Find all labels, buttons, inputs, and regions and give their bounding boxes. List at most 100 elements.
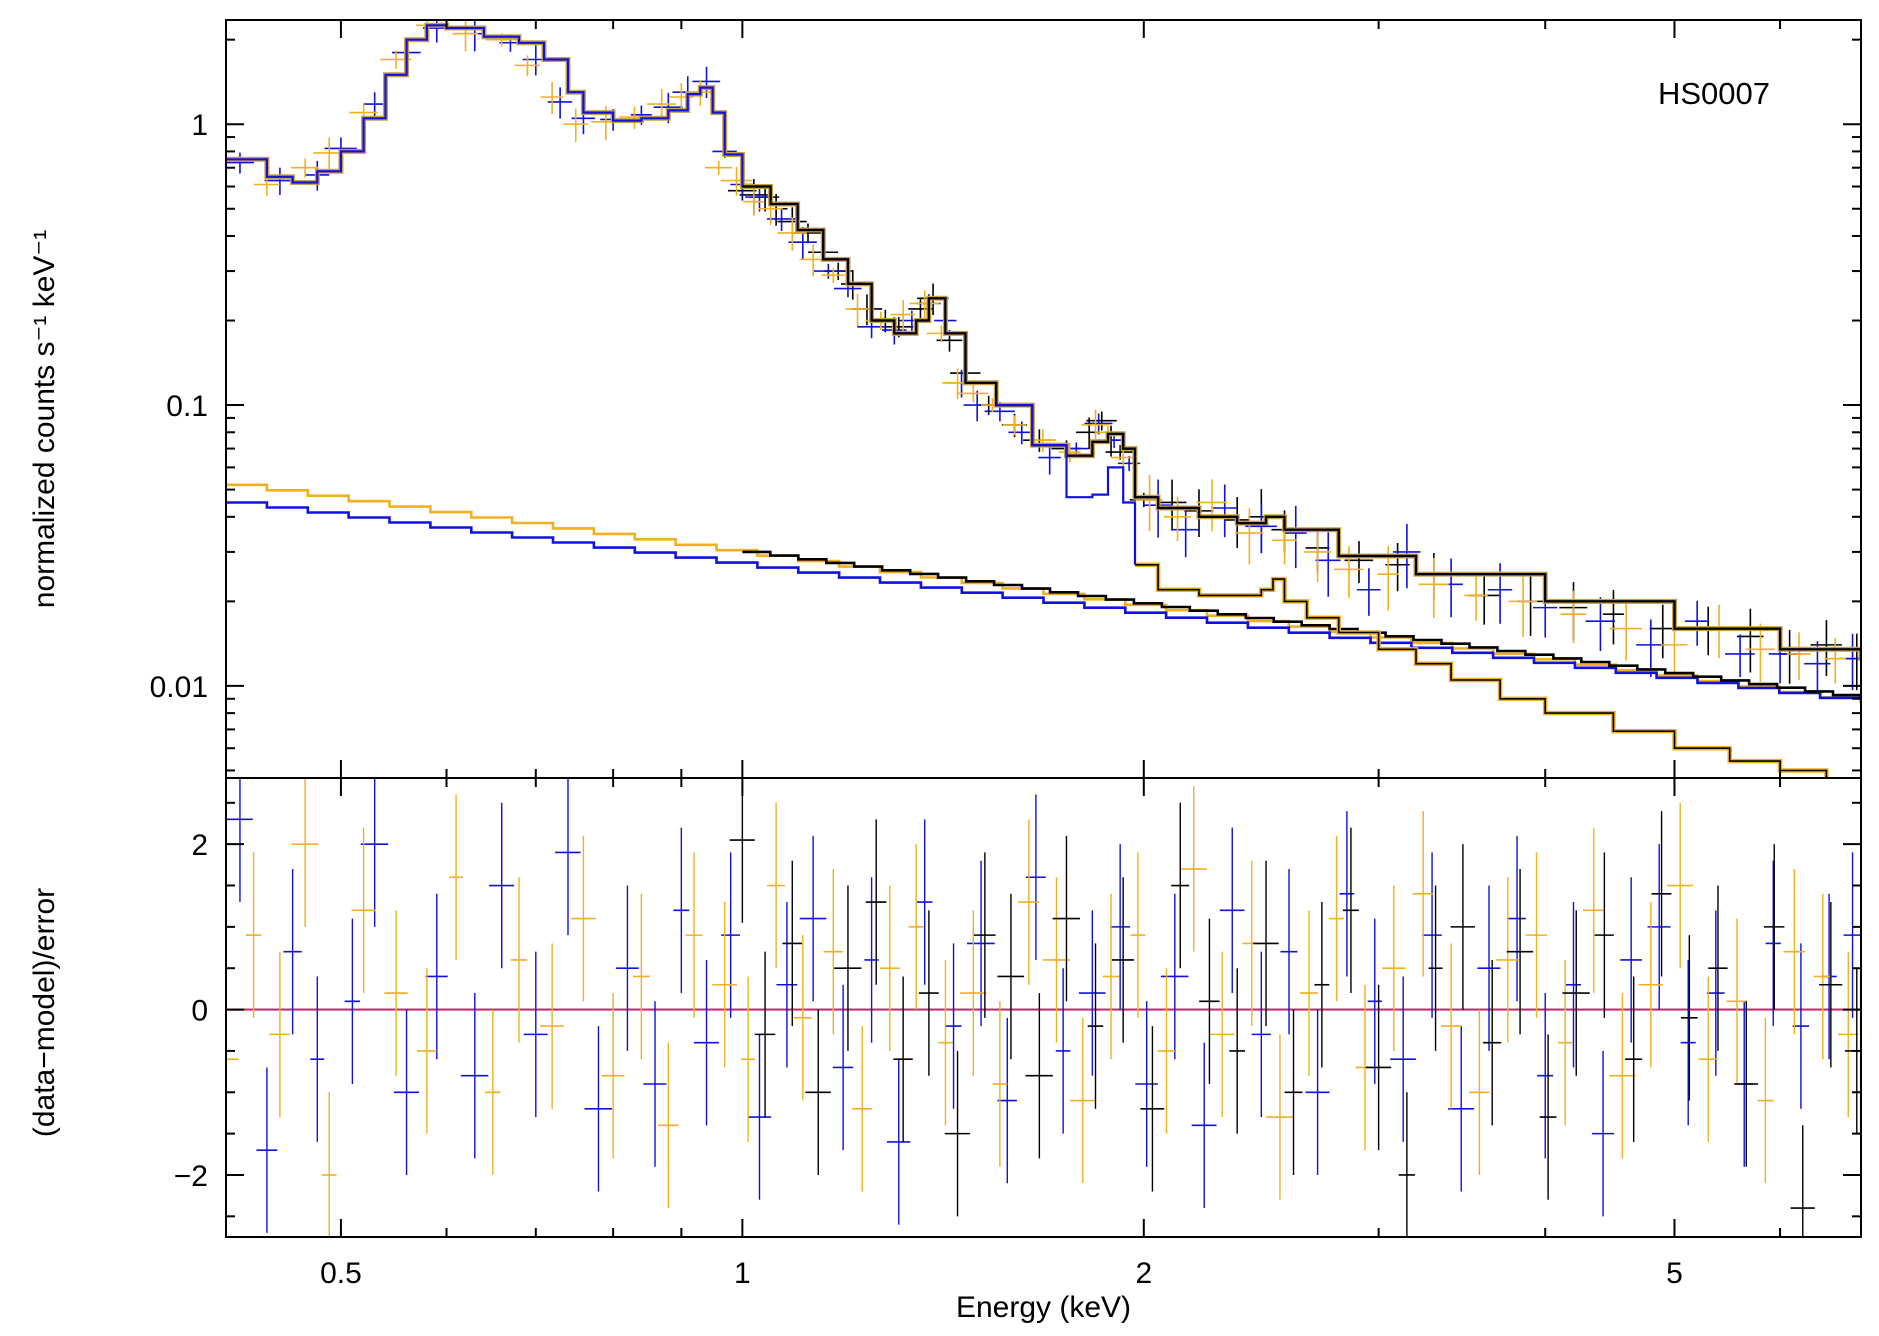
data-point-blue (264, 167, 295, 196)
residual-point-blue (283, 868, 302, 1035)
residual-point-orange (1757, 1017, 1774, 1184)
residual-point-black (1171, 802, 1190, 969)
residual-point-blue (1251, 951, 1271, 1118)
residual-point-orange (1667, 802, 1694, 969)
residual-point-blue (1591, 1050, 1615, 1217)
residual-point-black (1199, 918, 1220, 1084)
residual-point-black (1763, 844, 1785, 1010)
data-point-orange (563, 108, 588, 143)
residual-point-blue (360, 778, 389, 927)
residual-point-black (1140, 1026, 1165, 1192)
data-point-blue (1357, 568, 1381, 616)
y-axis-label-bottom: (data−model)/error (28, 888, 61, 1137)
residual-point-blue (673, 827, 690, 994)
residual-point-black (865, 819, 887, 985)
residual-point-orange (741, 976, 756, 1142)
residual-point-blue (425, 893, 448, 1060)
residual-point-blue (1680, 959, 1696, 1126)
residual-point-orange (1328, 835, 1345, 1002)
residual-point-blue (344, 918, 361, 1084)
residual-point-black (1342, 827, 1359, 994)
residual-point-blue (945, 943, 962, 1109)
residual-point-blue (555, 778, 581, 936)
data-point-orange (1786, 632, 1812, 681)
residual-point-blue (310, 976, 325, 1142)
data-point-orange (743, 189, 765, 216)
residual-point-orange (449, 794, 464, 960)
residual-point-black (782, 860, 802, 1027)
residual-point-blue (1765, 860, 1781, 1027)
data-point-blue (1725, 634, 1755, 678)
residual-point-orange (510, 877, 528, 1043)
residual-point-black (1450, 844, 1475, 1010)
residual-point-black (1284, 1009, 1303, 1175)
data-point-orange (845, 293, 870, 327)
data-point-orange (821, 267, 845, 283)
residual-point-blue (1390, 976, 1416, 1142)
residual-point-orange (1557, 959, 1573, 1126)
residual-point-black (1708, 885, 1728, 1051)
data-point-black (1385, 543, 1410, 592)
residual-point-blue (1305, 1009, 1330, 1175)
data-point-orange (1081, 409, 1110, 443)
spectrum-plot-area (226, 20, 1861, 778)
residual-point-orange (1525, 852, 1548, 1018)
residual-point-black (1734, 1001, 1759, 1167)
residual-point-blue (523, 951, 548, 1118)
residual-point-orange (1266, 1034, 1294, 1200)
model-total-line-tan (226, 22, 1861, 661)
y-tick-label: 0 (191, 995, 208, 1028)
residual-point-black (1625, 976, 1643, 1142)
residual-point-orange (601, 993, 625, 1159)
residual-point-orange (416, 968, 437, 1134)
residual-point-orange (793, 935, 812, 1101)
y-axis-label-top: normalized counts s⁻¹ keV⁻¹ (28, 230, 61, 608)
data-point-orange (1163, 496, 1192, 542)
data-point-orange (1560, 590, 1587, 644)
data-point-black (1649, 604, 1676, 659)
residual-point-orange (1726, 918, 1748, 1084)
residual-point-blue (799, 835, 827, 1002)
data-point-blue (963, 390, 991, 422)
residual-point-orange (712, 902, 737, 1068)
residual-point-orange (484, 1009, 501, 1175)
residual-point-black (1562, 910, 1590, 1076)
data-point-blue (1212, 484, 1237, 538)
residual-point-black (1483, 959, 1502, 1126)
x-tick-label: 5 (1666, 1257, 1683, 1290)
residual-point-blue (1448, 1026, 1475, 1192)
y-tick-label: 2 (191, 829, 208, 862)
data-point-black (1736, 608, 1764, 673)
residual-point-black (1428, 885, 1443, 1051)
residual-point-black (893, 976, 913, 1142)
x-tick-label: 0.5 (320, 1257, 362, 1290)
residual-point-orange (1609, 993, 1636, 1159)
data-point-orange (1196, 479, 1227, 532)
residual-point-black (1539, 1034, 1557, 1200)
residual-point-blue (615, 885, 639, 1051)
residual-point-orange (852, 1026, 873, 1192)
residual-point-orange (351, 827, 376, 994)
residual-point-blue (1219, 827, 1245, 994)
residual-point-orange (1469, 1009, 1490, 1175)
data-point-blue (1284, 505, 1307, 569)
residual-point-black (1651, 811, 1672, 977)
data-point-orange (1745, 623, 1775, 682)
data-point-orange (1235, 508, 1264, 565)
residual-point-orange (959, 910, 987, 1076)
residual-point-orange (384, 910, 408, 1076)
data-point-orange (1464, 574, 1488, 621)
data-point-blue (1084, 413, 1113, 435)
residual-point-orange (1042, 877, 1070, 1043)
data-point-black (1468, 571, 1500, 625)
residual-point-black (1253, 860, 1279, 1027)
residual-point-blue (997, 1017, 1017, 1184)
residual-point-blue (1565, 902, 1581, 1068)
residual-point-black (754, 951, 776, 1118)
residual-point-black (1314, 902, 1330, 1068)
y-tick-label: 0.1 (166, 390, 208, 423)
residual-point-black (1594, 852, 1614, 1018)
residual-point-black (1790, 1125, 1815, 1237)
residual-point-blue (1422, 852, 1442, 1018)
